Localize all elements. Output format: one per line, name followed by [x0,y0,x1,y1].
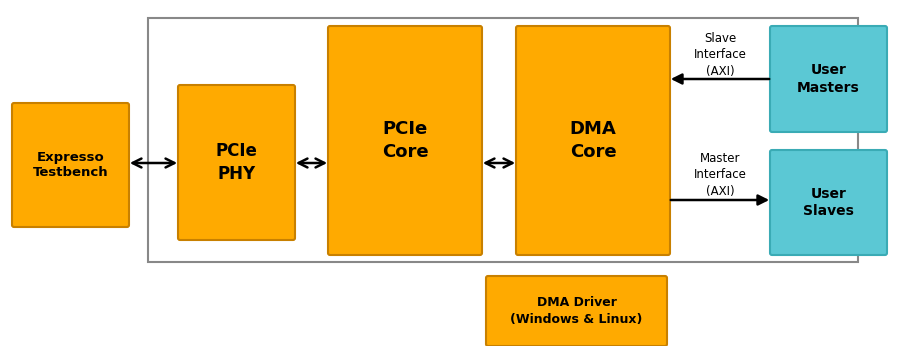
FancyBboxPatch shape [328,26,482,255]
Text: User
Slaves: User Slaves [803,187,854,218]
FancyBboxPatch shape [516,26,670,255]
Text: DMA Driver
(Windows & Linux): DMA Driver (Windows & Linux) [510,297,643,326]
Text: DMA
Core: DMA Core [570,120,617,161]
Text: PCIe
Core: PCIe Core [382,120,428,161]
FancyBboxPatch shape [12,103,129,227]
Text: Expresso
Testbench: Expresso Testbench [32,151,108,180]
FancyBboxPatch shape [770,150,887,255]
Text: PCIe
PHY: PCIe PHY [216,143,257,183]
FancyBboxPatch shape [178,85,295,240]
FancyBboxPatch shape [770,26,887,132]
FancyBboxPatch shape [486,276,667,346]
Bar [148,18,858,262]
Text: Master
Interface
(AXI): Master Interface (AXI) [694,153,746,198]
Text: User
Masters: User Masters [797,63,859,95]
Text: Slave
Interface
(AXI): Slave Interface (AXI) [694,33,746,78]
